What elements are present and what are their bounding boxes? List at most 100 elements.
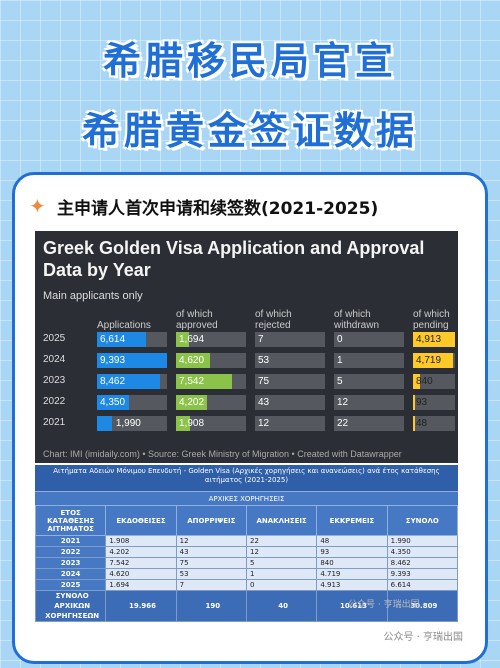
chart-cell: 1,694 <box>176 332 246 347</box>
chart-bar <box>255 416 267 431</box>
table-cell: 12 <box>175 535 247 547</box>
table-row: 2021 1.908 12 22 48 1.990 <box>34 535 459 547</box>
row-year-label: 2023 <box>43 375 66 386</box>
chart-bar <box>334 332 336 347</box>
table-cell: 5 <box>245 557 318 569</box>
chart-value-label: 4,719 <box>416 355 442 366</box>
table-band: ΑΡΧΙΚΕΣ ΧΟΡΗΓΗΣΕΙΣ <box>35 491 458 505</box>
chart-value-label: 1,908 <box>179 418 205 429</box>
column-header: of which pending <box>413 309 450 331</box>
chart-value-label: 22 <box>337 418 349 429</box>
headline-line-1: 希腊移民局官宣 <box>102 39 397 83</box>
chart-value-label: 8,462 <box>100 376 126 387</box>
table-cell: 43 <box>175 546 247 558</box>
chart-value-label: 1,694 <box>179 334 205 345</box>
table-year-cell: 2022 <box>34 546 107 558</box>
chart-cell: 4,719 <box>413 353 455 368</box>
chart-bar <box>334 353 338 368</box>
chart-cell: 93 <box>413 395 455 410</box>
chart-bar <box>97 353 167 368</box>
row-year-label: 2024 <box>43 354 66 365</box>
chart-value-label: 9,393 <box>100 355 126 366</box>
chart-cell: 4,913 <box>413 332 455 347</box>
chart-bar <box>413 332 455 347</box>
content-card: ✦ 主申请人首次申请和续签数(2021-2025) Greek Golden V… <box>12 172 488 664</box>
chart-subtitle: Main applicants only <box>43 290 143 302</box>
chart-cell: 7 <box>255 332 325 347</box>
headline-line-2: 希腊黄金签证数据 <box>81 109 418 153</box>
chart-value-label: 7 <box>258 334 264 345</box>
table-cell: 8.462 <box>386 557 459 569</box>
row-year-label: 2025 <box>43 333 66 344</box>
chart-bar <box>255 332 262 347</box>
chart-bar <box>176 332 189 347</box>
chart-bar <box>413 374 421 389</box>
chart-value-label: 0 <box>337 334 343 345</box>
chart-cell: 1,908 <box>176 416 246 431</box>
chart-cell: 22 <box>334 416 404 431</box>
chart-cell: 0 <box>334 332 404 347</box>
data-table: ΕΤΟΣ ΚΑΤΑΘΕΣΗΣ ΑΙΤΗΜΑΤΟΣ ΕΚΔΟΘΕΙΣΕΣ ΑΠΟΡΡΙ… <box>34 505 459 622</box>
table-header-cell: ΕΚΚΡΕΜΕΙΣ <box>316 505 388 536</box>
table-total-cell: 190 <box>175 590 247 622</box>
chart-value-label: 1,990 <box>115 418 141 429</box>
chart-value-label: 12 <box>337 397 349 408</box>
golden-visa-chart: Greek Golden Visa Application and Approv… <box>35 231 458 463</box>
watermark-mid: 公众号 · 亨瑞出国 <box>348 600 420 610</box>
table-cell: 6.614 <box>386 579 459 591</box>
table-cell: 7.542 <box>105 557 177 569</box>
table-row: 2022 4.202 43 12 93 4.350 <box>34 546 459 558</box>
table-header-cell: ΕΚΔΟΘΕΙΣΕΣ <box>105 505 177 536</box>
sparkle-icon: ✦ <box>29 194 46 218</box>
column-header: of which withdrawn <box>334 309 380 331</box>
chart-cell: 12 <box>334 395 404 410</box>
table-total-cell: ΣΥΝΟΛΟ ΑΡΧΙΚΩΝ ΧΟΡΗΓΗΣΕΩΝ <box>34 590 107 622</box>
table-cell: 1.990 <box>386 535 459 547</box>
table-cell: 53 <box>175 568 247 580</box>
chart-cell: 6,614 <box>97 332 167 347</box>
chart-bar <box>176 353 211 368</box>
chart-value-label: 48 <box>416 418 428 429</box>
chart-cell: 9,393 <box>97 353 167 368</box>
table-cell: 93 <box>316 546 388 558</box>
table-total-cell: 30.809 <box>386 590 459 622</box>
chart-value-label: 4,202 <box>179 397 205 408</box>
chart-value-label: 43 <box>258 397 270 408</box>
chart-value-label: 5 <box>337 376 343 387</box>
table-header-cell: ΑΝΑΚΛΗΣΕΙΣ <box>245 505 318 536</box>
chart-cell: 53 <box>255 353 325 368</box>
table-cell: 7 <box>175 579 247 591</box>
table-cell: 0 <box>245 579 318 591</box>
column-header: Applications <box>97 320 151 331</box>
chart-value-label: 6,614 <box>100 334 126 345</box>
table-total-cell: 10.613 <box>316 590 388 622</box>
chart-footer: Chart: IMI (imidaily.com) • Source: Gree… <box>43 449 402 459</box>
table-cell: 22 <box>245 535 318 547</box>
card-heading: 主申请人首次申请和续签数(2021-2025) <box>57 198 379 219</box>
chart-bar <box>97 374 161 389</box>
table-header-cell: ΕΤΟΣ ΚΑΤΑΘΕΣΗΣ ΑΙΤΗΜΑΤΟΣ <box>34 505 107 536</box>
chart-bar <box>176 395 208 410</box>
table-cell: 4.350 <box>386 546 459 558</box>
greek-stats-table: Αιτήματα Αδειών Μόνιμου Επενδυτή - Golde… <box>34 465 459 622</box>
chart-cell: 75 <box>255 374 325 389</box>
column-header: of which rejected <box>255 309 292 331</box>
chart-cell: 1 <box>334 353 404 368</box>
chart-value-label: 1 <box>337 355 343 366</box>
table-cell: 4.620 <box>105 568 177 580</box>
table-year-cell: 2025 <box>34 579 107 591</box>
row-year-label: 2021 <box>43 417 66 428</box>
table-year-cell: 2023 <box>34 557 107 569</box>
chart-bar <box>255 353 305 368</box>
chart-cell: 840 <box>413 374 455 389</box>
table-cell: 4.202 <box>105 546 177 558</box>
table-year-cell: 2024 <box>34 568 107 580</box>
watermark: 公众号 · 亨瑞出国 <box>383 632 463 643</box>
table-cell: 4.913 <box>316 579 388 591</box>
chart-bar <box>334 416 404 431</box>
table-header-cell: ΣΥΝΟΛΟ <box>386 505 459 536</box>
chart-value-label: 12 <box>258 418 270 429</box>
table-cell: 75 <box>175 557 247 569</box>
chart-value-label: 75 <box>258 376 270 387</box>
chart-cell: 43 <box>255 395 325 410</box>
